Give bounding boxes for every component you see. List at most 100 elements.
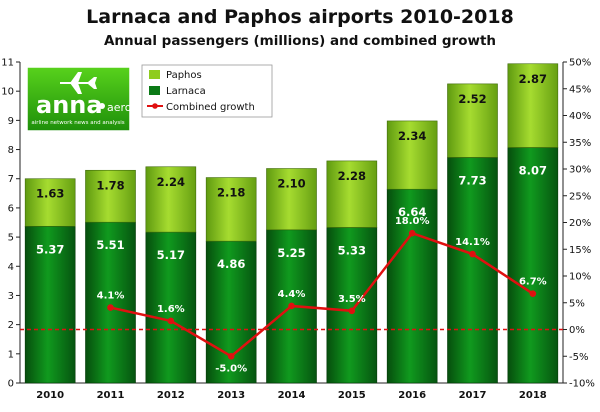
bar-larnaca bbox=[24, 225, 76, 384]
growth-point bbox=[529, 290, 537, 297]
y-left-tick-label: 9 bbox=[8, 116, 14, 127]
data-label-larnaca: 8.07 bbox=[519, 164, 547, 178]
bars-layer: 5.37 1.63 5.51 1.78 5.17 2.24 4.86 2.18 5.25 2.10… bbox=[24, 63, 559, 384]
logo-tagline: airline network news and analysis bbox=[31, 120, 124, 126]
x-tick-label: 2010 bbox=[36, 390, 64, 401]
y-right-tick-label: 40% bbox=[569, 111, 591, 122]
y-right-tick-label: 20% bbox=[569, 218, 591, 229]
x-tick-label: 2017 bbox=[459, 390, 487, 401]
y-left-tick-label: 8 bbox=[8, 145, 14, 156]
y-right-tick-label: -5% bbox=[569, 352, 588, 363]
data-label-larnaca: 5.25 bbox=[277, 246, 305, 260]
logo-brand: anna bbox=[36, 91, 103, 119]
growth-label: 18.0% bbox=[395, 216, 430, 227]
data-label-paphos: 2.18 bbox=[217, 186, 245, 200]
y-left-tick-label: 2 bbox=[8, 320, 14, 331]
logo: anna aero airline network news and analy… bbox=[26, 66, 132, 132]
bar-larnaca bbox=[447, 157, 498, 384]
data-label-paphos: 1.63 bbox=[36, 187, 64, 201]
bar-larnaca bbox=[145, 231, 197, 384]
data-label-paphos: 2.24 bbox=[157, 175, 185, 189]
y-right-tick-label: 35% bbox=[569, 138, 591, 149]
growth-label: 3.5% bbox=[338, 294, 366, 305]
legend-label-larnaca: Larnaca bbox=[166, 86, 206, 97]
bar-paphos bbox=[447, 83, 498, 158]
bar-larnaca bbox=[326, 227, 378, 384]
legend-marker-growth bbox=[152, 103, 158, 109]
y-right-tick-label: 0% bbox=[569, 325, 585, 336]
bar-paphos bbox=[85, 169, 136, 223]
growth-label: 1.6% bbox=[157, 304, 185, 315]
x-tick-label: 2011 bbox=[97, 390, 125, 401]
x-tick-label: 2013 bbox=[217, 390, 245, 401]
growth-label: 14.1% bbox=[455, 237, 490, 248]
data-label-larnaca: 7.73 bbox=[458, 173, 486, 187]
chart-subtitle: Annual passengers (millions) and combine… bbox=[103, 33, 497, 49]
growth-label: 6.7% bbox=[519, 277, 547, 288]
x-tick-label: 2012 bbox=[157, 390, 185, 401]
data-label-larnaca: 5.17 bbox=[157, 248, 185, 262]
legend-box bbox=[141, 64, 273, 118]
data-label-paphos: 2.28 bbox=[338, 169, 366, 183]
growth-point bbox=[288, 302, 295, 310]
data-label-paphos: 2.87 bbox=[519, 72, 547, 86]
legend-swatch-paphos bbox=[149, 70, 160, 79]
y-right-tick-label: 15% bbox=[569, 245, 591, 256]
y-right-tick-label: -10% bbox=[569, 379, 595, 390]
data-label-larnaca: 4.86 bbox=[217, 257, 245, 271]
line-layer: 4.1% 1.6% -5.0% 4.4% 3.5% 18.0% 14.1% 6.7% bbox=[20, 216, 563, 374]
growth-label: 4.4% bbox=[278, 289, 306, 300]
growth-point bbox=[107, 304, 114, 311]
plane-icon bbox=[60, 72, 97, 94]
y-right-tick-label: 50% bbox=[569, 58, 591, 69]
growth-point bbox=[167, 317, 175, 325]
y-left-tick-label: 4 bbox=[8, 262, 14, 273]
x-tick-label: 2018 bbox=[519, 390, 547, 401]
bar-paphos bbox=[205, 177, 257, 242]
bar-larnaca bbox=[507, 147, 559, 384]
y-right-tick-label: 30% bbox=[569, 165, 591, 176]
legend-label-growth: Combined growth bbox=[166, 102, 255, 113]
legend-swatch-larnaca bbox=[149, 86, 160, 95]
growth-point bbox=[348, 307, 356, 315]
data-label-larnaca: 5.51 bbox=[96, 238, 124, 252]
y-right-tick-label: 45% bbox=[569, 84, 591, 95]
y-left-tick-label: 1 bbox=[8, 349, 14, 360]
y-left-tick-label: 0 bbox=[8, 379, 14, 390]
growth-point bbox=[227, 352, 235, 360]
bar-paphos bbox=[386, 120, 438, 190]
x-tick-label: 2014 bbox=[278, 390, 306, 401]
data-label-larnaca: 5.33 bbox=[338, 243, 366, 257]
growth-label: 4.1% bbox=[97, 291, 125, 302]
y-left-tick-label: 7 bbox=[8, 174, 14, 185]
y-right-tick-label: 10% bbox=[569, 272, 591, 283]
data-label-paphos: 2.34 bbox=[398, 129, 426, 143]
y-left-tick-label: 6 bbox=[8, 203, 14, 214]
chart-title: Larnaca and Paphos airports 2010-2018 bbox=[86, 6, 514, 28]
legend-label-paphos: Paphos bbox=[166, 70, 202, 81]
y-left-tick-label: 11 bbox=[1, 58, 14, 69]
growth-line bbox=[110, 231, 534, 358]
data-label-larnaca: 6.64 bbox=[398, 205, 426, 219]
bar-paphos bbox=[266, 168, 317, 231]
growth-point bbox=[408, 229, 416, 237]
legend: Paphos Larnaca Combined growth bbox=[141, 64, 273, 118]
data-label-paphos: 2.10 bbox=[277, 177, 305, 191]
y-right-tick-label: 5% bbox=[569, 298, 585, 309]
data-label-paphos: 2.52 bbox=[458, 92, 486, 106]
y-left-tick-label: 10 bbox=[1, 87, 14, 98]
bar-larnaca bbox=[85, 221, 136, 384]
logo-brand-suffix: aero bbox=[107, 101, 132, 114]
data-label-larnaca: 5.37 bbox=[36, 242, 64, 256]
bar-larnaca bbox=[386, 188, 438, 384]
data-label-paphos: 1.78 bbox=[96, 178, 124, 192]
growth-label: -5.0% bbox=[215, 363, 247, 374]
bar-paphos bbox=[145, 166, 197, 233]
bar-paphos bbox=[507, 63, 559, 148]
growth-point bbox=[469, 250, 476, 258]
x-tick-label: 2016 bbox=[398, 390, 426, 401]
y-left-tick-label: 5 bbox=[8, 233, 14, 244]
y-right-tick-label: 25% bbox=[569, 191, 591, 202]
